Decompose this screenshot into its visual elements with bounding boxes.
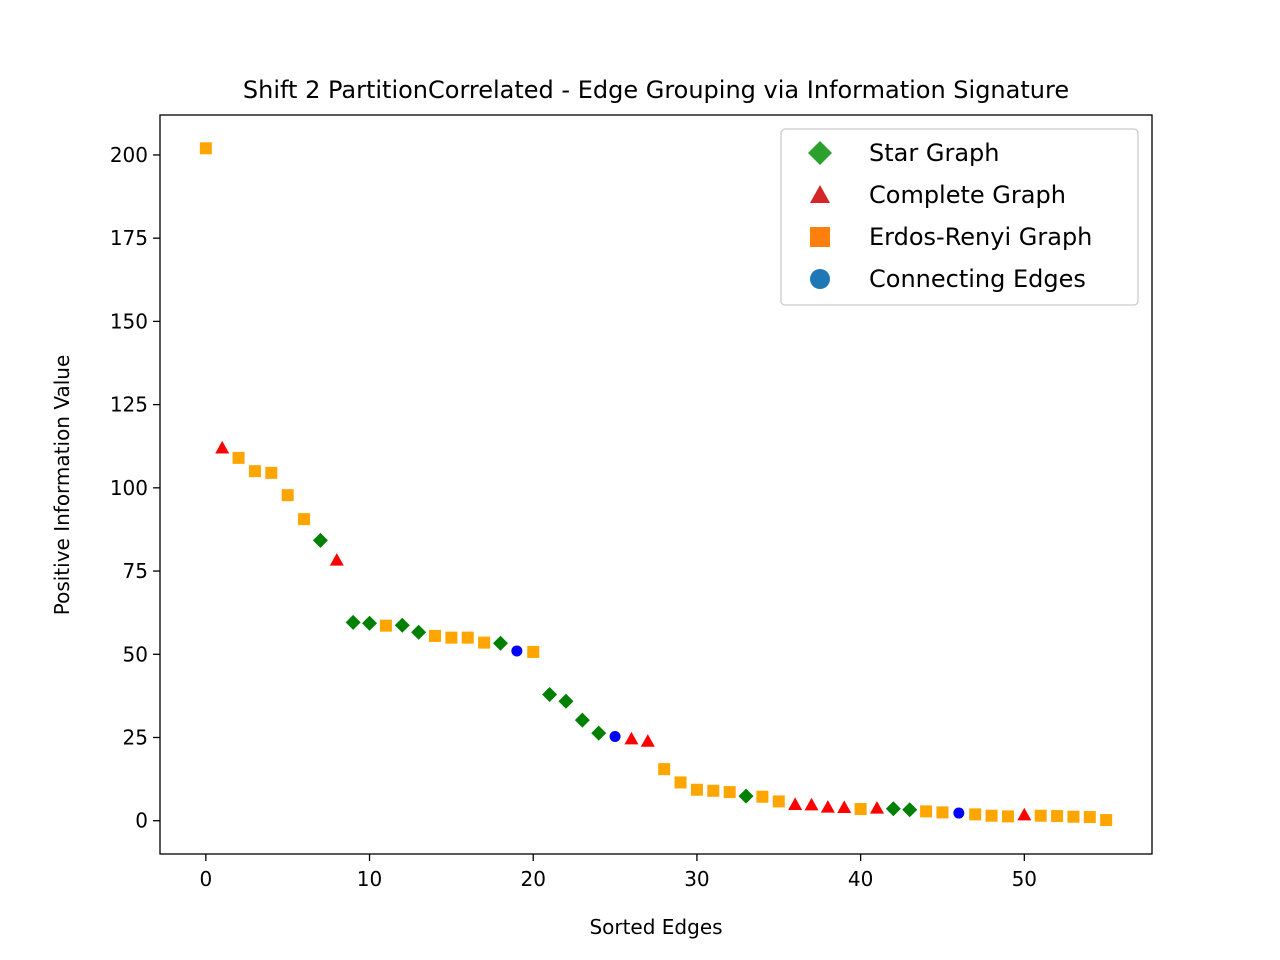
- star-point: [738, 788, 754, 804]
- complete-point: [837, 800, 852, 813]
- erdos-point: [281, 489, 294, 502]
- y-tick-label: 50: [123, 642, 148, 666]
- legend-box: [780, 128, 1139, 306]
- erdos-point: [985, 809, 998, 822]
- star-point: [492, 635, 508, 651]
- star-point: [312, 532, 328, 548]
- erdos-point: [248, 465, 261, 478]
- y-tick-label: 175: [110, 226, 148, 250]
- erdos-point: [690, 783, 703, 796]
- complete-point: [624, 731, 639, 745]
- y-tick-label: 150: [110, 309, 148, 333]
- y-tick-label: 0: [135, 809, 148, 833]
- complete-point: [640, 734, 655, 747]
- legend-marker-triangle: [810, 185, 830, 203]
- y-axis-label: Positive Information Value: [50, 355, 74, 616]
- legend-label: Complete Graph: [869, 181, 1066, 209]
- x-tick-label: 50: [1012, 867, 1037, 891]
- legend: Star Graph Complete Graph Erdos-Renyi Grap…: [780, 128, 1139, 306]
- x-tick-label: 0: [199, 867, 212, 891]
- erdos-point: [936, 806, 949, 819]
- erdos-point: [232, 451, 245, 464]
- star-point: [885, 801, 901, 817]
- erdos-point: [445, 631, 458, 644]
- complete-point: [869, 801, 884, 814]
- legend-label: Erdos-Renyi Graph: [869, 223, 1092, 251]
- erdos-point: [478, 636, 491, 649]
- erdos-point: [265, 466, 278, 479]
- star-point: [542, 687, 558, 703]
- erdos-point: [379, 619, 392, 632]
- erdos-point: [429, 629, 442, 642]
- legend-marker-square: [810, 227, 830, 247]
- star-point: [394, 617, 410, 633]
- x-tick-label: 40: [848, 867, 873, 891]
- legend-marker-diamond: [808, 141, 832, 165]
- data-markers: [199, 142, 1113, 827]
- star-point: [558, 693, 574, 709]
- legend-label: Connecting Edges: [869, 265, 1086, 293]
- erdos-point: [854, 803, 867, 816]
- star-point: [574, 712, 590, 728]
- y-tick-label: 125: [110, 393, 148, 417]
- erdos-point: [298, 513, 311, 526]
- axis-ticks: 0 10 20 30 40 50 0 25 50 75 100 125 150 175 200: [110, 143, 1037, 891]
- connecting-point: [511, 645, 523, 657]
- star-point: [362, 615, 378, 631]
- complete-point: [215, 440, 230, 454]
- erdos-point: [658, 763, 671, 776]
- erdos-point: [1001, 810, 1014, 823]
- x-axis-label: Sorted Edges: [589, 915, 722, 939]
- complete-point: [804, 797, 819, 811]
- complete-point: [788, 797, 803, 811]
- legend-marker-circle: [810, 269, 830, 289]
- chart-title: Shift 2 PartitionCorrelated - Edge Group…: [243, 76, 1069, 104]
- erdos-point: [199, 142, 212, 155]
- erdos-point: [461, 631, 474, 644]
- erdos-point: [1051, 810, 1064, 823]
- erdos-point: [1083, 811, 1096, 824]
- erdos-point: [1067, 810, 1080, 823]
- erdos-point: [723, 786, 736, 799]
- y-tick-label: 100: [110, 476, 148, 500]
- erdos-point: [707, 784, 720, 797]
- plot-frame: [159, 114, 1153, 855]
- connecting-point: [609, 730, 621, 742]
- complete-point: [329, 553, 344, 566]
- x-tick-label: 30: [684, 867, 709, 891]
- erdos-point: [772, 795, 785, 808]
- erdos-point: [969, 808, 982, 821]
- erdos-point: [920, 805, 933, 818]
- star-point: [411, 624, 427, 640]
- x-tick-label: 10: [357, 867, 382, 891]
- star-point: [902, 802, 918, 818]
- x-tick-label: 20: [521, 867, 546, 891]
- erdos-point: [1034, 809, 1047, 822]
- legend-label: Star Graph: [869, 139, 999, 167]
- erdos-point: [674, 776, 687, 789]
- complete-point: [820, 800, 835, 813]
- complete-point: [1017, 807, 1032, 821]
- connecting-point: [953, 807, 965, 819]
- y-tick-label: 75: [123, 559, 148, 583]
- y-tick-label: 25: [123, 725, 148, 749]
- erdos-point: [527, 645, 540, 658]
- erdos-point: [1100, 814, 1113, 827]
- star-point: [345, 614, 361, 630]
- erdos-point: [756, 790, 769, 803]
- y-tick-label: 200: [110, 143, 148, 167]
- star-point: [591, 725, 607, 741]
